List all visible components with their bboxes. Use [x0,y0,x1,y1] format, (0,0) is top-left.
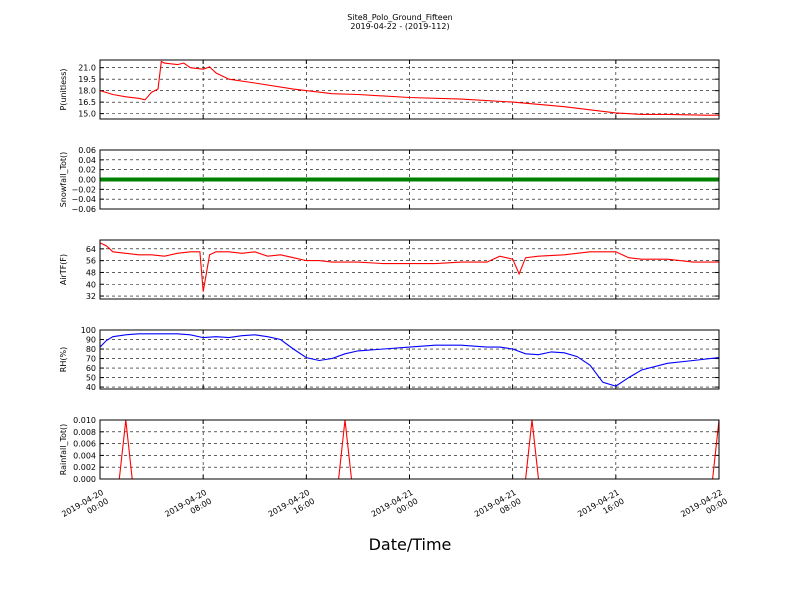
y-tick-label: 50 [86,374,96,383]
y-tick-label: 0.000 [73,475,96,484]
y-tick-label: 16.5 [78,98,96,107]
axes-frame [99,59,720,120]
y-axis-label: P(unitless) [59,68,68,110]
y-axis-label: AirTF(F) [59,254,68,285]
y-axis-label: Snowfall_Tot() [59,152,68,208]
y-tick-label: 70 [86,355,96,364]
axes-frame [99,329,720,390]
figure-title-line2: 2019-04-22 - (2019-112) [350,22,449,31]
figure-title-line1: Site8_Polo_Ground_Fifteen [347,13,452,22]
y-tick-label: 56 [86,257,96,266]
y-tick-label: 90 [86,336,96,345]
series-line [100,242,719,292]
y-tick-label: 0.004 [73,451,96,460]
subplots: 15.016.518.019.521.0P(unitless)−0.06−0.0… [59,59,720,484]
y-tick-label: 0.06 [78,146,96,155]
y-tick-label: 48 [86,268,96,277]
y-tick-label: 18.0 [78,87,96,96]
y-tick-label: 64 [86,245,96,254]
y-tick-label: 40 [86,280,96,289]
y-axis-label: RH(%) [59,347,68,372]
y-tick-label: 0.008 [73,428,96,437]
y-tick-label: −0.06 [71,205,96,214]
subplot-3: 32 40 48 56 64 AirTF(F) [59,239,720,301]
y-tick-label: 60 [86,364,96,373]
y-tick-label: −0.04 [71,195,96,204]
subplot-1: 15.0 16.5 18.0 19.5 21.0 P(unitless) [59,59,720,120]
y-tick-label: 0.002 [73,463,96,472]
y-tick-label: 100 [81,326,96,335]
subplot-5: 0.000 0.002 0.004 0.006 0.008 0.010 Rainfall_T… [59,416,720,484]
series-line [100,60,719,116]
y-axis-label: Rainfall_Tot() [59,424,68,476]
subplot-2: −0.06−0.04−0.020.000.020.040.06 Snowfall_… [59,146,720,214]
y-tick-label: 0.00 [78,176,96,185]
axes-frame [99,239,720,300]
series-line [100,420,719,479]
axes-frame [99,419,720,480]
y-tick-label: 32 [86,292,96,301]
y-tick-label: 0.04 [78,156,96,165]
series-line [100,333,719,387]
axes-frame [99,149,720,210]
y-tick-label: 19.5 [78,75,96,84]
y-tick-label: 0.010 [73,416,96,425]
y-tick-label: 15.0 [78,110,96,119]
y-tick-label: 80 [86,345,96,354]
y-tick-label: 21.0 [78,64,96,73]
y-tick-label: 0.006 [73,440,96,449]
x-axis-label: Date/Time [369,535,452,554]
y-tick-label: 40 [86,383,96,392]
y-tick-label: −0.02 [71,185,96,194]
y-tick-label: 0.02 [78,166,96,175]
